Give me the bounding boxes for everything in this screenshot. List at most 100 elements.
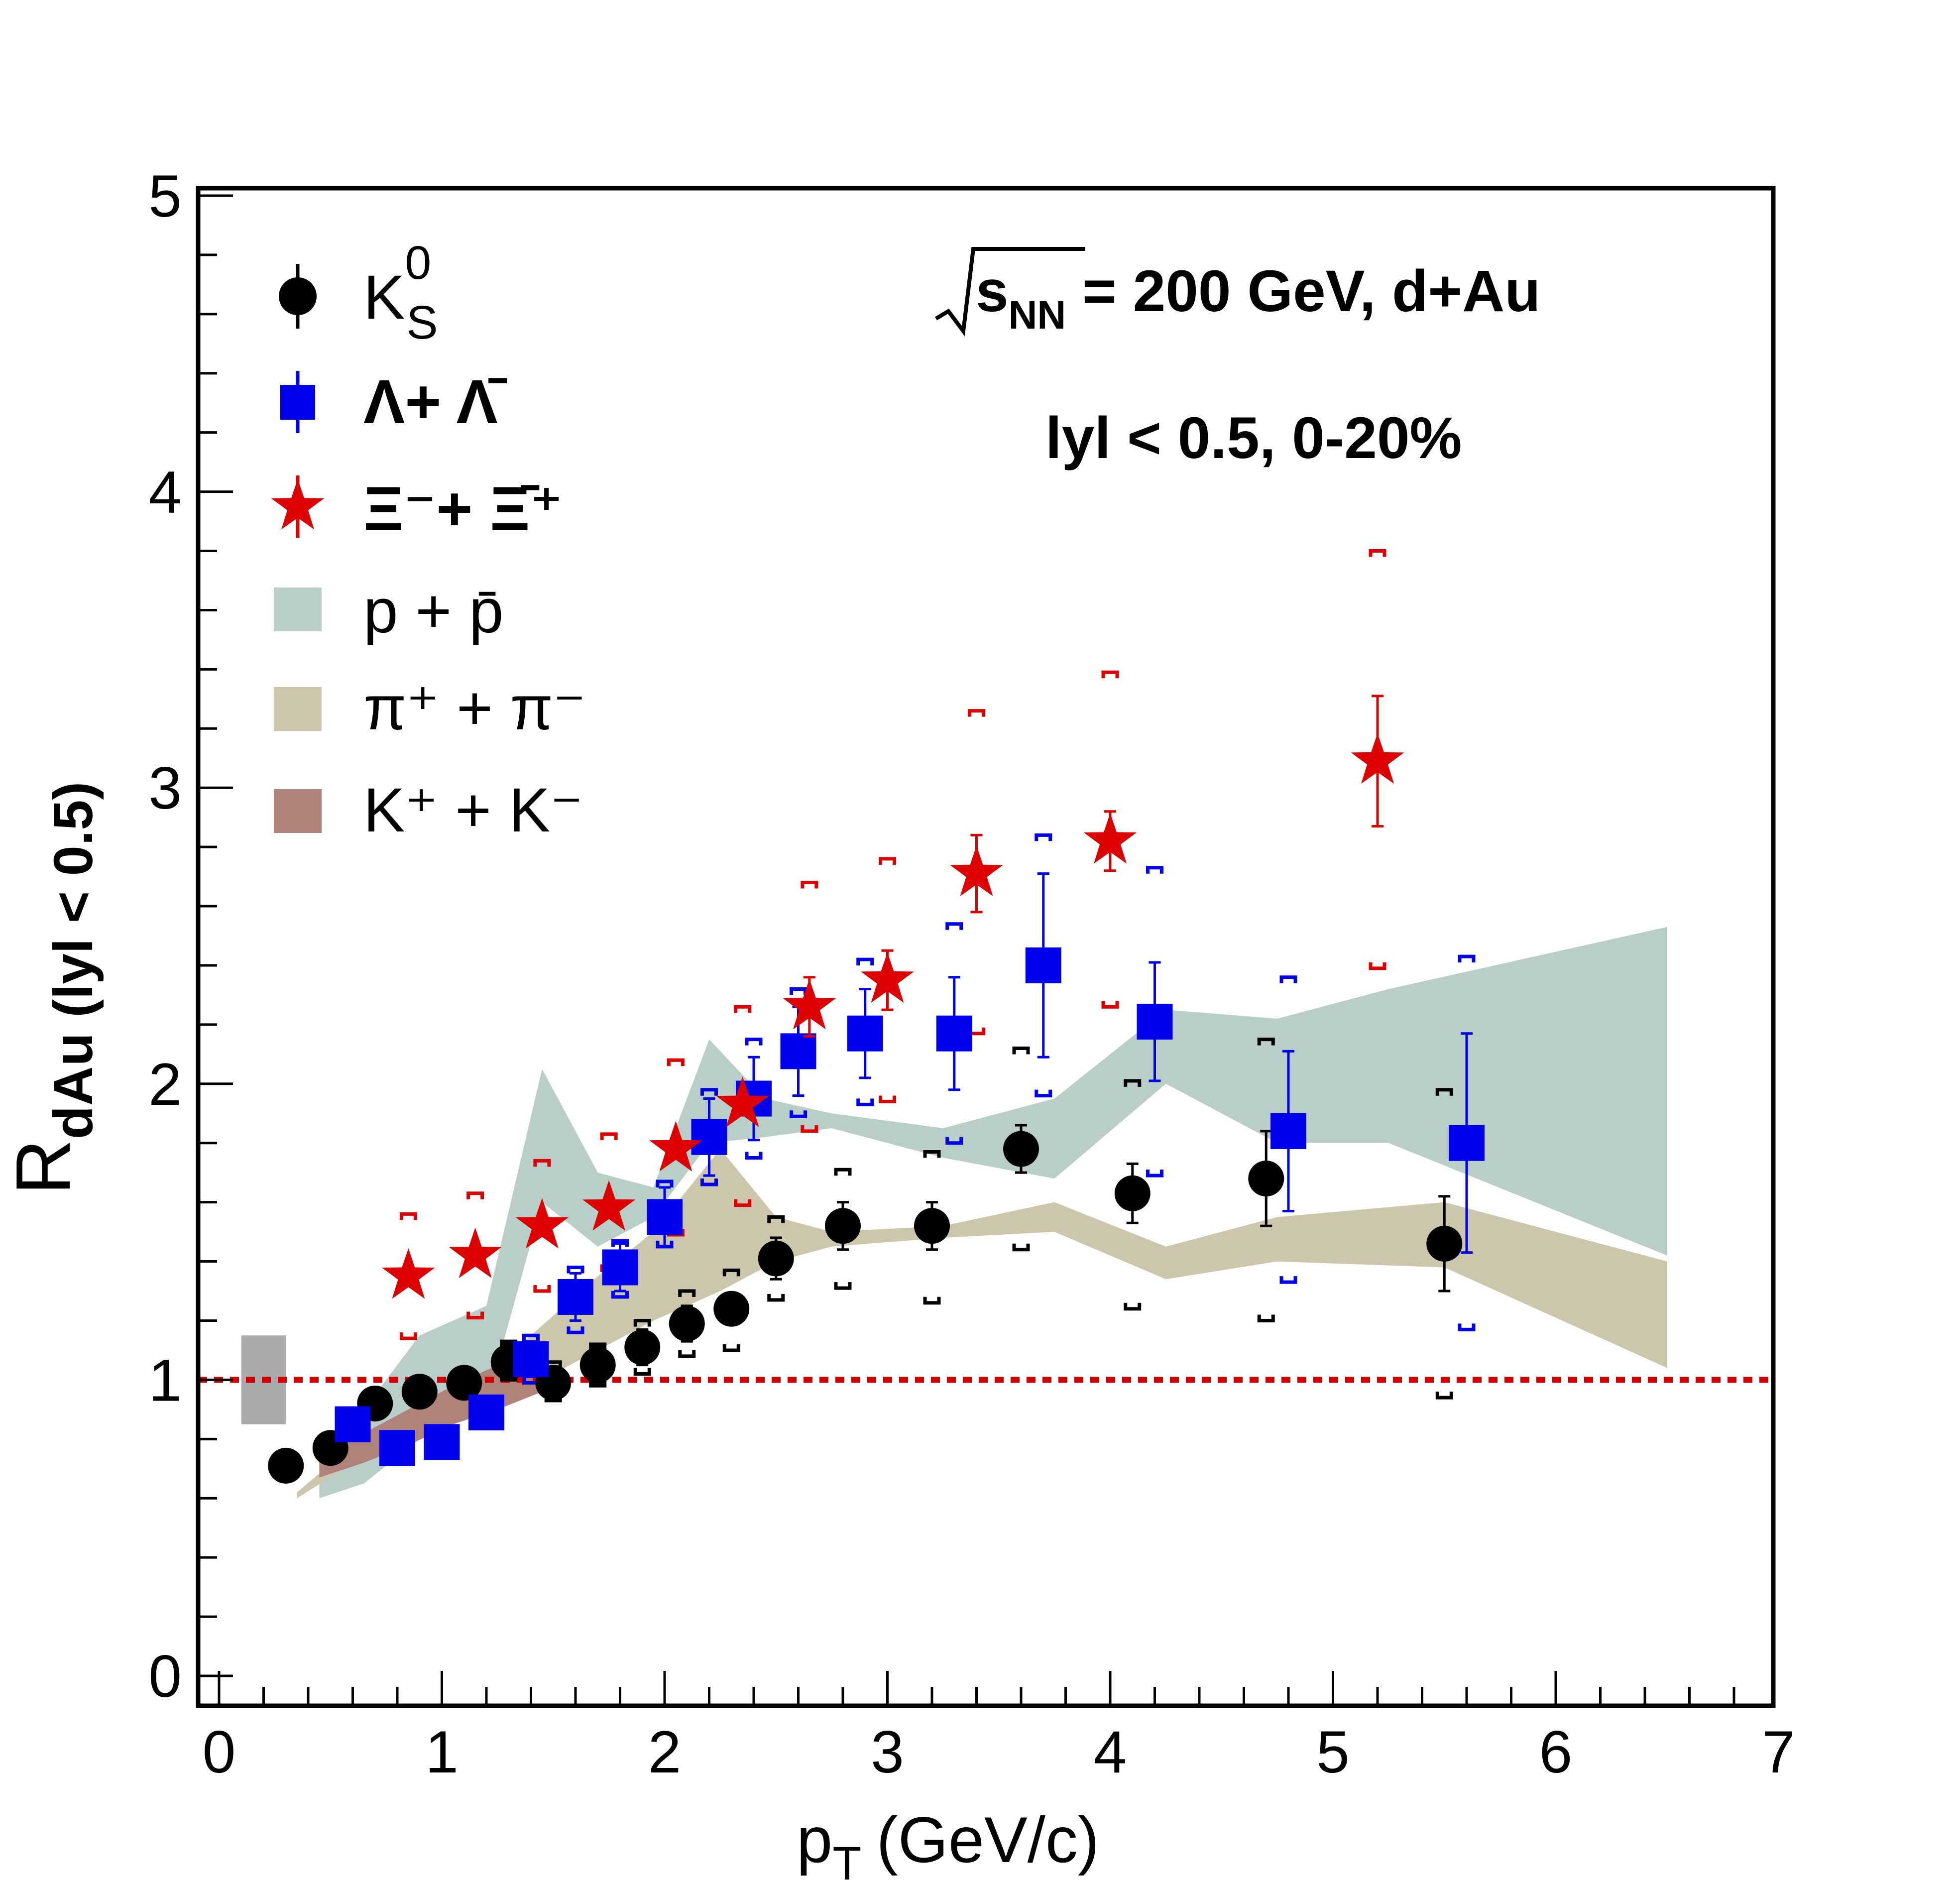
k0s-sys-bracket: [589, 1380, 607, 1388]
lambda-point: [1025, 947, 1061, 983]
legend-xi-label: Ξ⁻+ Ξ̄⁺: [363, 474, 563, 544]
xi-sys-bracket: [1369, 549, 1386, 557]
lambda-sys-bracket: [700, 1088, 718, 1096]
axis-ticks: [198, 194, 1735, 1706]
lambda-sys-bracket: [790, 1110, 807, 1118]
k0s-sys-bracket: [722, 1268, 740, 1277]
legend-item-kaon: K⁺ + K⁻: [274, 776, 583, 845]
k0s-sys-bracket: [834, 1168, 852, 1176]
y-tick-label: 5: [148, 163, 182, 230]
lambda-point: [602, 1249, 638, 1286]
k0s-sys-bracket: [1435, 1392, 1453, 1400]
annotation-energy-s: s: [976, 258, 1009, 324]
xi-sys-bracket: [801, 880, 818, 889]
legend-proton-swatch: [274, 588, 322, 631]
x-tick-label: 4: [1094, 1719, 1127, 1785]
k0s-point: [401, 1374, 438, 1410]
xi-point: [950, 845, 1003, 896]
data-points-layer: [268, 695, 1485, 1484]
svg-text:K0S: K0 S: [363, 236, 438, 349]
x-axis-title-main: p: [797, 1803, 832, 1876]
k0s-sys-bracket: [633, 1368, 651, 1376]
k0s-sys-bracket: [633, 1318, 651, 1327]
xi-point: [716, 1076, 769, 1127]
lambda-point: [847, 1015, 883, 1052]
lambda-sys-bracket: [1035, 833, 1052, 841]
lambda-sys-bracket: [945, 1137, 963, 1145]
lambda-point: [647, 1199, 683, 1235]
k0s-sys-bracket: [589, 1342, 607, 1351]
xi-sys-bracket: [734, 1199, 752, 1207]
k0s-point: [758, 1240, 794, 1277]
lambda-point: [1137, 1003, 1173, 1040]
x-tick-label: 3: [871, 1719, 904, 1785]
y-tick-label: 1: [148, 1347, 182, 1413]
annotation-energy: sNN = 200 GeV, d+Au: [934, 247, 1540, 337]
legend-lambda-label: Λ+ Λ̄: [363, 367, 507, 437]
band-p+pbar: [319, 927, 1667, 1499]
lambda-sys-bracket: [656, 1179, 674, 1188]
k0s-point: [624, 1329, 661, 1365]
xi-sys-bracket: [466, 1191, 484, 1199]
k0s-sys-bracket: [923, 1150, 941, 1158]
lambda-sys-bracket: [1458, 1323, 1476, 1331]
k0s-point: [579, 1347, 616, 1383]
legend: K0 S Λ+ Λ̄ Ξ⁻+ Ξ̄⁺ p + p̄ π⁺ + π⁻ K⁺ + K⁻: [271, 236, 586, 845]
lambda-point: [558, 1279, 593, 1315]
legend-kaon-swatch: [274, 789, 322, 833]
lambda-point: [468, 1394, 504, 1430]
annotation-energy-sub: NN: [1009, 293, 1066, 337]
xi-sys-bracket: [399, 1212, 417, 1220]
legend-item-lambda: Λ+ Λ̄: [280, 367, 507, 437]
lambda-sys-bracket: [611, 1239, 629, 1247]
legend-k0s-sub: S: [406, 296, 438, 349]
k0s-point: [825, 1208, 861, 1244]
k0s-sys-bracket: [1257, 1038, 1275, 1046]
xi-point: [649, 1121, 702, 1172]
lambda-sys-bracket: [856, 1098, 874, 1106]
k0s-sys-bracket: [1124, 1079, 1142, 1087]
legend-proton-label: p + p̄: [363, 577, 504, 646]
svg-text:sNN = 200 GeV, d+Au: sNN = 200 GeV, d+Au: [976, 258, 1540, 337]
lambda-sys-bracket: [856, 957, 874, 966]
xi-sys-bracket: [879, 1095, 896, 1103]
k0s-sys-bracket: [834, 1282, 852, 1290]
xi-sys-bracket: [399, 1332, 417, 1340]
lambda-sys-bracket: [1146, 866, 1163, 874]
lambda-sys-bracket: [1279, 975, 1297, 983]
xi-point: [582, 1180, 636, 1231]
xi-point: [1351, 733, 1404, 784]
lambda-sys-bracket: [1458, 954, 1476, 963]
lambda-sys-bracket: [1279, 1276, 1297, 1284]
lambda-sys-bracket: [567, 1326, 584, 1334]
xi-sys-bracket: [466, 1311, 484, 1320]
xi-point: [861, 952, 914, 1003]
legend-kaon-label: K⁺ + K⁻: [363, 776, 583, 845]
k0s-sys-bracket: [1257, 1314, 1275, 1322]
k0s-sys-bracket: [722, 1344, 740, 1352]
xi-point: [515, 1198, 569, 1249]
legend-xi-marker: [271, 479, 325, 530]
y-axis-title-main: R: [0, 1139, 86, 1195]
k0s-point: [446, 1365, 482, 1401]
lambda-point: [379, 1430, 415, 1466]
xi-sys-bracket: [801, 1125, 818, 1133]
x-tick-label: 2: [648, 1719, 682, 1785]
x-tick-label: 7: [1762, 1719, 1795, 1785]
axis-tick-labels: 0 1 2 3 4 5 6 7 0 1 2 3 4 5: [148, 163, 1795, 1785]
k0s-sys-bracket: [767, 1294, 785, 1302]
xi-sys-bracket: [667, 1058, 685, 1066]
axes-frame: [196, 186, 1776, 1708]
lambda-point: [424, 1424, 460, 1460]
systematic-error-layer: [399, 549, 1476, 1403]
x-axis-title-unit: (GeV/c): [876, 1803, 1099, 1876]
lambda-sys-bracket: [567, 1265, 584, 1274]
sqrt-sign-icon: [934, 247, 1085, 337]
y-axis-title: RdAu (lyl < 0.5): [0, 782, 104, 1195]
x-tick-label: 5: [1316, 1719, 1350, 1785]
y-axis-title-sub: dAu (lyl < 0.5): [43, 782, 104, 1139]
y-tick-label: 0: [148, 1643, 182, 1710]
k0s-sys-bracket: [767, 1215, 785, 1223]
lambda-sys-bracket: [945, 922, 963, 930]
k0s-sys-bracket: [1012, 1243, 1030, 1252]
